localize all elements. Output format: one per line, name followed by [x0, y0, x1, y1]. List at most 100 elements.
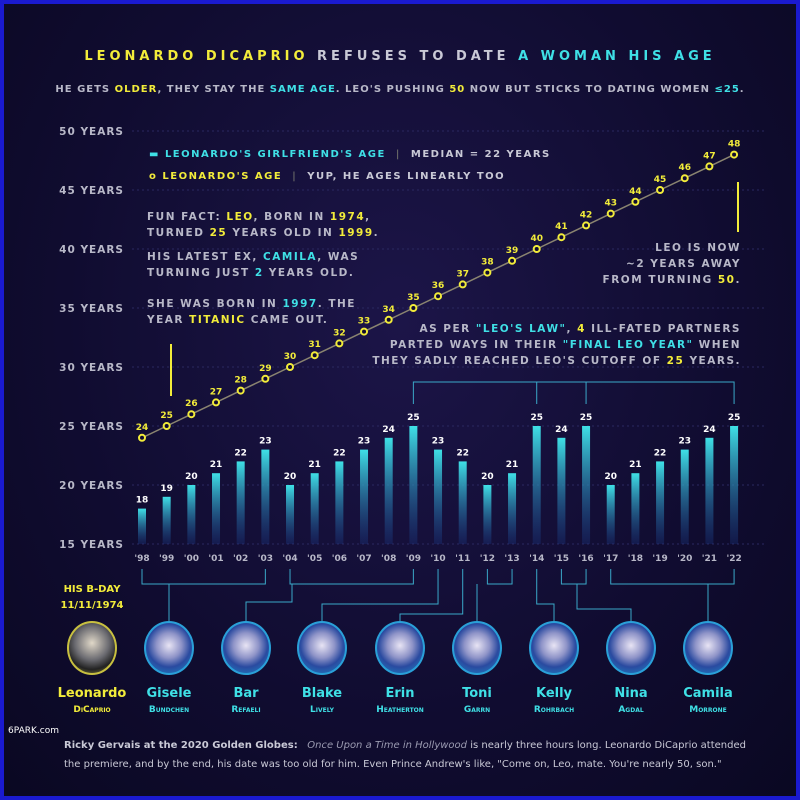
bar-value-label: 21 — [308, 460, 321, 470]
leo-age-point — [730, 150, 739, 159]
leo-age-label: 31 — [308, 340, 321, 350]
birthday: HIS B-DAY 11/11/1974 — [60, 584, 124, 611]
leo-age-point — [557, 233, 566, 242]
x-tick-label: '02 — [233, 554, 248, 564]
bar — [582, 426, 591, 544]
x-tick-label: '14 — [529, 554, 544, 564]
bar-value-label: 20 — [185, 472, 198, 482]
x-tick-label: '20 — [677, 554, 692, 564]
leo-age-label: 44 — [629, 187, 642, 197]
x-tick-label: '99 — [159, 554, 174, 564]
y-tick-label: 50 YEARS — [59, 126, 124, 138]
leo-age-label: 25 — [160, 411, 173, 421]
bar-value-label: 22 — [234, 448, 247, 458]
bar-value-label: 25 — [728, 413, 741, 423]
bar — [212, 473, 221, 544]
leo-age-point — [162, 422, 171, 430]
x-tick-label: '03 — [258, 554, 273, 564]
leo-age-point — [409, 304, 418, 312]
leo-age-label: 28 — [234, 376, 247, 386]
note-camila: HIS LATEST EX, CAMILA, WAS TURNING JUST 2… — [147, 251, 360, 279]
leo-age-point — [656, 186, 665, 194]
bar — [557, 437, 566, 544]
bar — [508, 473, 517, 544]
person-first-name: Blake — [301, 686, 343, 701]
person-first-name: Toni — [462, 686, 492, 701]
leo-age-point — [212, 398, 221, 407]
connector-line — [141, 569, 266, 621]
leo-age-point — [138, 433, 146, 442]
bar — [409, 426, 418, 544]
x-tick-label: '11 — [455, 554, 470, 564]
photo-bar — [221, 621, 271, 675]
leo-age-point — [508, 256, 517, 265]
bar-value-label: 21 — [629, 460, 642, 470]
note-born: SHE WAS BORN IN 1997. THE YEAR TITANIC CA… — [147, 298, 356, 326]
watermark: 6PARK.com — [8, 726, 59, 736]
x-tick-label: '05 — [307, 554, 322, 564]
bar — [236, 461, 245, 544]
bar — [483, 485, 492, 544]
x-tick-label: '19 — [652, 554, 667, 564]
bar-value-label: 20 — [481, 472, 494, 482]
leo-age-point — [606, 209, 615, 218]
leo-age-label: 35 — [407, 293, 420, 303]
bar-value-label: 22 — [654, 448, 667, 458]
infographic: LEONARDO DICAPRIO REFUSES TO DATE A WOMA… — [4, 4, 796, 796]
bar — [730, 426, 739, 544]
bar — [656, 461, 665, 544]
bar-value-label: 23 — [358, 437, 371, 447]
photo-gisele — [144, 621, 194, 675]
photo-nina — [606, 621, 656, 675]
y-tick-label: 25 YEARS — [59, 421, 124, 433]
x-tick-label: '07 — [356, 554, 371, 564]
leo-age-label: 37 — [456, 269, 469, 279]
y-tick-label: 40 YEARS — [59, 244, 124, 256]
person-first-name: Kelly — [535, 686, 573, 701]
bar-value-label: 23 — [678, 437, 691, 447]
leo-age-point — [458, 280, 467, 289]
leo-age-label: 26 — [185, 399, 198, 409]
bar-value-label: 20 — [284, 472, 297, 482]
photo-blake — [297, 621, 347, 675]
bar — [434, 449, 443, 544]
leo-age-label: 45 — [654, 175, 667, 185]
x-tick-label: '09 — [406, 554, 421, 564]
bar — [286, 485, 295, 544]
bar-value-label: 18 — [136, 496, 149, 506]
connector-line — [536, 569, 555, 621]
x-tick-label: '15 — [554, 554, 569, 564]
photo-kelly — [529, 621, 579, 675]
connector-line — [560, 569, 632, 621]
person-first-name: Bar — [233, 686, 259, 701]
chart: 15 YEARS 20 YEARS 25 YEARS 30 YEARS 35 YEARS… — [59, 126, 764, 621]
leo-age-label: 43 — [604, 199, 617, 209]
y-tick-label: 20 YEARS — [59, 480, 124, 492]
legend-leo: o LEONARDO'S AGE | YUP, HE AGES LINEARLY… — [149, 171, 506, 182]
leo-age-point — [532, 245, 541, 253]
x-tick-label: '21 — [702, 554, 717, 564]
note-leo-now: LEO IS NOW ~2 YEARS AWAY FROM TURNING 50. — [602, 242, 741, 286]
x-tick-label: '22 — [726, 554, 741, 564]
caption: Ricky Gervais at the 2020 Golden Globes:… — [64, 740, 746, 770]
person-first-name: Gisele — [146, 686, 192, 701]
connector-line — [476, 569, 513, 621]
y-tick-label: 45 YEARS — [59, 185, 124, 197]
leo-age-label: 48 — [728, 140, 741, 150]
y-tick-label: 15 YEARS — [59, 539, 124, 551]
leo-age-point — [261, 374, 270, 383]
bar-value-label: 22 — [456, 448, 469, 458]
bar — [187, 485, 196, 544]
bar — [458, 461, 467, 544]
bar-value-label: 20 — [604, 472, 617, 482]
person-last-name: Lively — [310, 705, 334, 715]
leo-age-label: 41 — [555, 222, 568, 232]
x-tick-label: '13 — [504, 554, 519, 564]
x-tick-label: '06 — [332, 554, 347, 564]
bar-value-label: 21 — [210, 460, 223, 470]
person-last-name: Rohrbach — [533, 705, 575, 715]
leo-age-label: 36 — [432, 281, 445, 291]
note-leos-law: AS PER "LEO'S LAW", 4 ILL-FATED PARTNERS… — [372, 323, 741, 367]
connector-line — [399, 569, 464, 621]
leo-age-label: 38 — [481, 258, 494, 268]
